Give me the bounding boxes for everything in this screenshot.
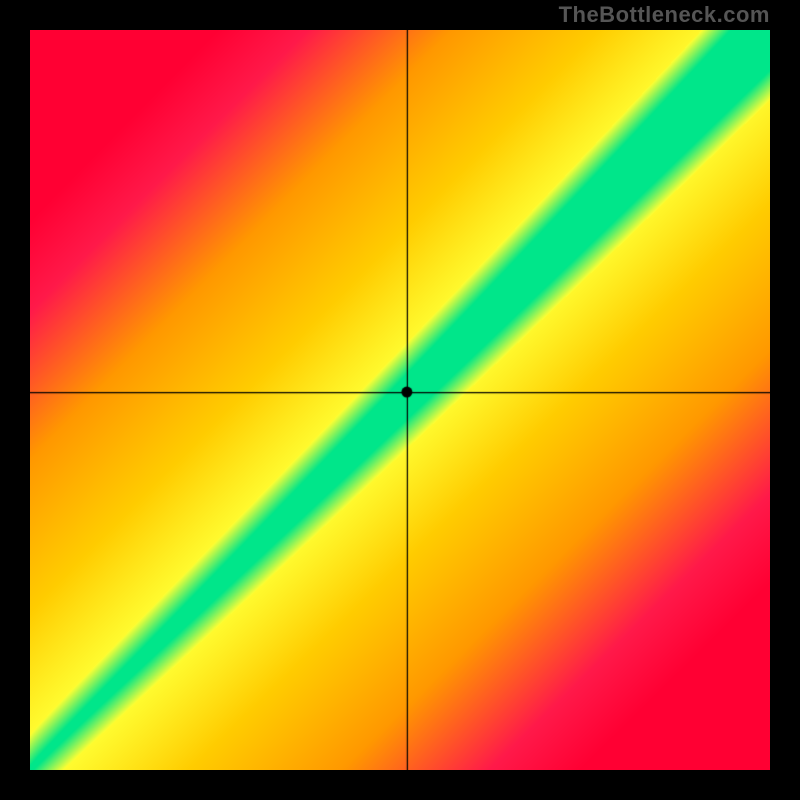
- watermark-label: TheBottleneck.com: [559, 2, 770, 28]
- chart-frame: TheBottleneck.com: [0, 0, 800, 800]
- bottleneck-heatmap: [30, 30, 770, 770]
